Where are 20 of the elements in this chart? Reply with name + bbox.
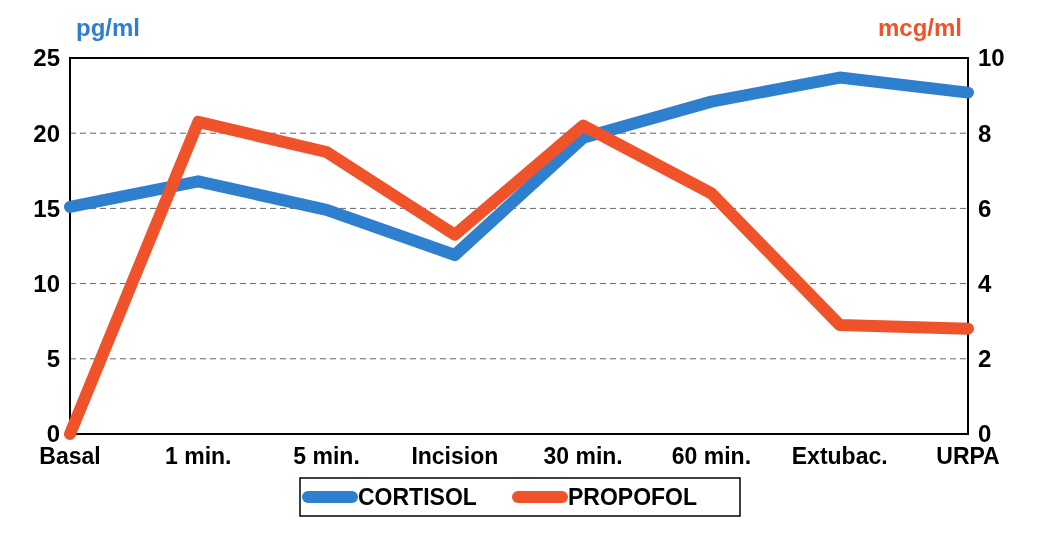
y2-tick-label: 2 bbox=[978, 345, 992, 373]
y2-axis-title: mcg/ml bbox=[877, 14, 962, 41]
y2-tick-label: 8 bbox=[978, 119, 992, 147]
x-tick-label: 5 min. bbox=[293, 443, 360, 469]
x-tick-label: Incision bbox=[411, 443, 499, 469]
y2-tick-label: 10 bbox=[978, 44, 1005, 72]
x-tick-label: Extubac. bbox=[791, 443, 888, 469]
x-tick-label: 30 min. bbox=[543, 443, 623, 469]
y-tick-label: 20 bbox=[33, 119, 60, 147]
y2-tick-label: 6 bbox=[978, 194, 992, 222]
y-tick-label: 10 bbox=[33, 270, 60, 297]
legend-label: CORTISOL bbox=[358, 484, 477, 511]
y-tick-label: 5 bbox=[46, 345, 60, 373]
y-tick-label: 15 bbox=[33, 194, 60, 222]
x-tick-label: 60 min. bbox=[671, 443, 752, 469]
x-tick-label: 1 min. bbox=[165, 443, 232, 469]
y-tick-label: 25 bbox=[33, 44, 60, 72]
y2-tick-label: 4 bbox=[978, 270, 992, 297]
legend-label: PROPOFOL bbox=[568, 484, 698, 511]
y-axis-title: pg/ml bbox=[76, 14, 140, 41]
